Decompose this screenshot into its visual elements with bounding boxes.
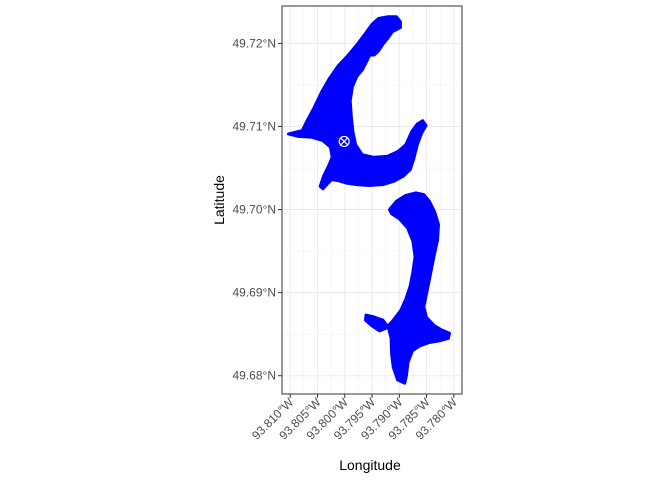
location-marker xyxy=(338,135,350,148)
y-axis: 49.68°N 49.69°N 49.70°N 49.71°N 49.72°N xyxy=(233,36,282,383)
lake-polygon-1 xyxy=(287,15,428,191)
y-axis-title: Latitude xyxy=(211,175,227,225)
y-tick-label: 49.69°N xyxy=(233,286,277,300)
lake-polygons xyxy=(287,15,451,385)
y-tick-label: 49.68°N xyxy=(233,369,277,383)
y-tick-label: 49.70°N xyxy=(233,203,277,217)
marker-cross xyxy=(340,137,349,146)
x-axis-title: Longitude xyxy=(339,457,401,473)
y-tick-label: 49.72°N xyxy=(233,36,277,50)
x-axis: 93.810°W93.805°W93.800°W93.795°W93.790°W… xyxy=(249,394,460,442)
lake-polygon-2 xyxy=(364,191,451,385)
y-tick-label: 49.71°N xyxy=(233,119,277,133)
marker-circle xyxy=(338,135,350,148)
